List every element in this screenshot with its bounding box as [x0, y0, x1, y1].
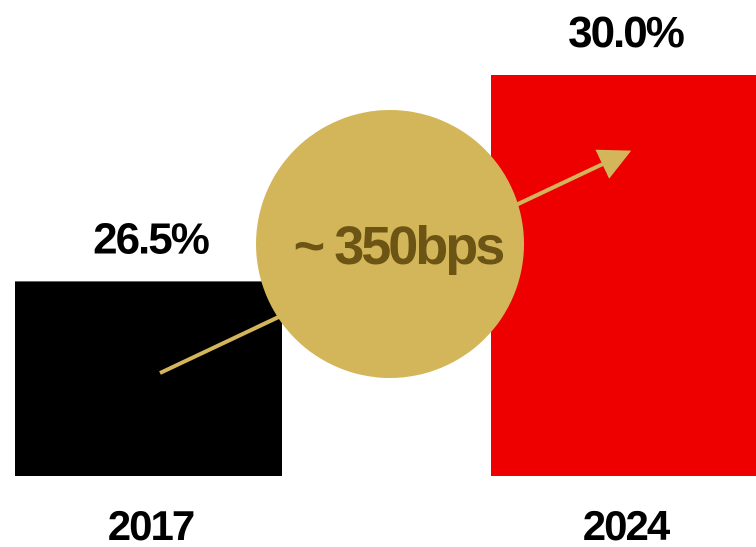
- bar-2024: [491, 75, 756, 476]
- change-badge-text: ~ 350bps: [294, 216, 504, 276]
- bar-2017: [15, 281, 282, 476]
- category-label-2024: 2024: [583, 502, 671, 547]
- bar-value-label-2017: 26.5%: [93, 214, 209, 263]
- change-badge: [256, 110, 524, 378]
- labels-layer: 26.5% 2017 30.0% 2024: [93, 8, 686, 547]
- bars-layer: [15, 75, 756, 476]
- category-label-2017: 2017: [108, 502, 194, 547]
- bar-value-label-2024: 30.0%: [568, 8, 684, 57]
